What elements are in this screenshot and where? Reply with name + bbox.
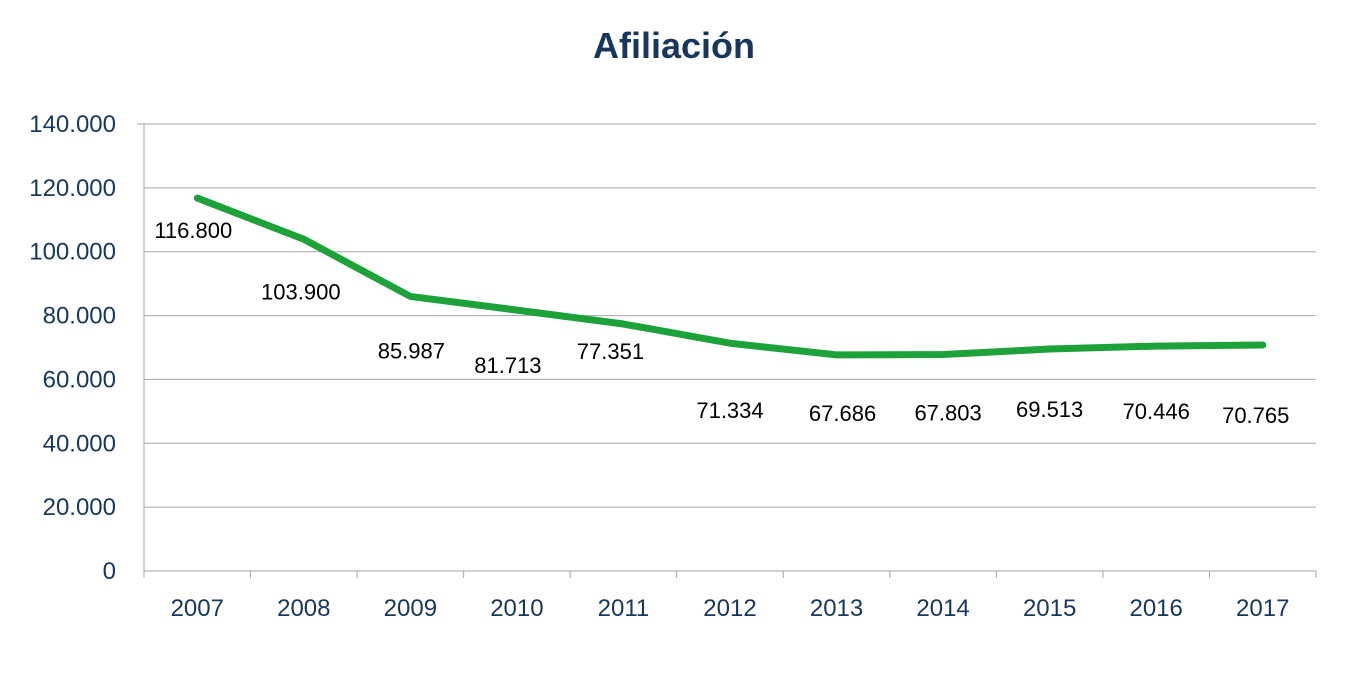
x-tick-label: 2011	[598, 595, 650, 622]
data-label: 71.334	[696, 398, 763, 423]
x-axis-ticks: 2007 2008 2009 2010 2011 2012 2013 2014 2015 2016…	[171, 595, 1290, 622]
x-tick-label: 2017	[1236, 595, 1289, 622]
data-label: 116.800	[154, 218, 232, 243]
data-labels: 116.800 103.900 85.987 81.713 77.351 71.334 67…	[154, 218, 1289, 428]
series-line	[193, 194, 1267, 359]
y-axis-ticks: 0 20.000 40.000 60.000 80.000 100.000 120.000 1…	[29, 111, 116, 585]
x-tick-label: 2007	[171, 595, 224, 622]
x-tick-label: 2010	[490, 595, 543, 622]
y-tick-label: 0	[103, 558, 116, 585]
x-tick-label: 2016	[1129, 595, 1182, 622]
y-tick-label: 120.000	[29, 175, 116, 202]
y-tick-label: 40.000	[43, 430, 116, 457]
y-tick-label: 140.000	[29, 111, 116, 138]
data-label: 67.803	[914, 401, 981, 426]
data-label: 70.446	[1123, 399, 1190, 424]
x-tick-label: 2009	[384, 595, 437, 622]
data-label: 77.351	[577, 339, 644, 364]
x-tick-label: 2014	[916, 595, 969, 622]
x-tick-label: 2012	[703, 595, 756, 622]
data-label: 81.713	[474, 353, 541, 378]
gridlines	[144, 123, 1316, 508]
data-label: 103.900	[261, 279, 341, 304]
x-tick-label: 2015	[1023, 595, 1076, 622]
y-tick-label: 80.000	[43, 303, 116, 330]
x-tick-label: 2008	[277, 595, 330, 622]
chart-title: Afiliación	[593, 25, 755, 66]
y-tick-label: 100.000	[29, 239, 116, 266]
x-tick-label: 2013	[810, 595, 863, 622]
data-label: 70.765	[1222, 403, 1289, 428]
axes	[137, 123, 1317, 578]
data-label: 69.513	[1016, 397, 1083, 422]
series	[193, 194, 1267, 359]
y-tick-label: 20.000	[43, 494, 116, 521]
data-label: 67.686	[809, 401, 876, 426]
data-label: 85.987	[378, 338, 445, 363]
y-tick-label: 60.000	[43, 366, 116, 393]
